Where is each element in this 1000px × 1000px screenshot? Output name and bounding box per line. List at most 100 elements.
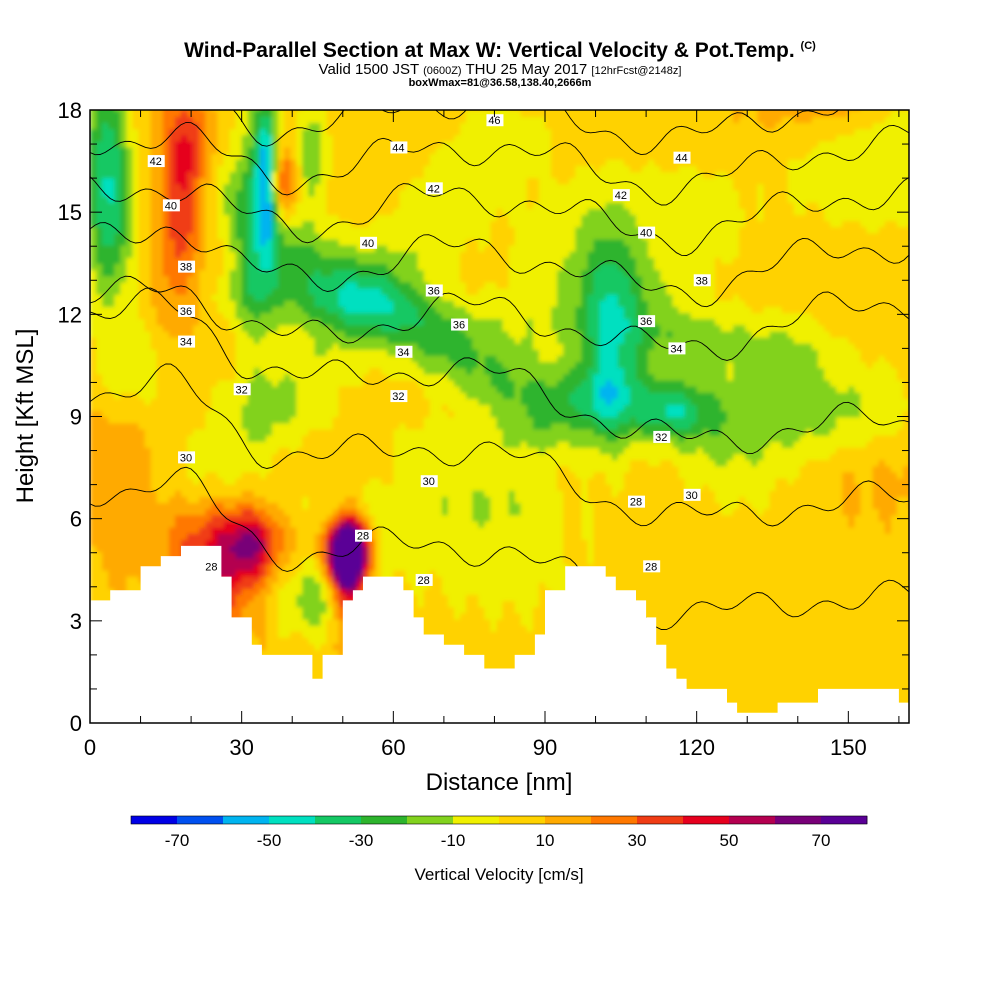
- velocity-cell: [162, 336, 170, 344]
- velocity-cell: [284, 533, 291, 540]
- velocity-cell: [338, 643, 346, 651]
- velocity-cell: [338, 318, 346, 326]
- velocity-cell: [247, 404, 255, 412]
- velocity-cell: [90, 594, 97, 602]
- velocity-cell: [199, 465, 207, 473]
- velocity-cell: [296, 594, 304, 602]
- velocity-cell: [241, 477, 249, 485]
- velocity-cell: [162, 159, 170, 166]
- velocity-cell: [223, 471, 231, 479]
- velocity-cell: [217, 379, 225, 387]
- velocity-cell: [211, 526, 219, 534]
- velocity-cell: [217, 287, 225, 295]
- velocity-cell: [278, 539, 285, 546]
- velocity-cell: [290, 269, 298, 277]
- velocity-cell: [338, 428, 346, 436]
- velocity-cell: [90, 257, 97, 264]
- velocity-cell: [363, 471, 370, 479]
- velocity-cell: [217, 398, 225, 405]
- velocity-cell: [174, 208, 182, 215]
- velocity-cell: [108, 336, 116, 344]
- velocity-cell: [290, 588, 298, 595]
- velocity-cell: [278, 159, 285, 166]
- velocity-cell: [241, 146, 249, 154]
- velocity-cell: [344, 152, 352, 160]
- velocity-cell: [253, 612, 261, 620]
- velocity-cell: [114, 545, 122, 553]
- velocity-cell: [344, 220, 352, 228]
- velocity-cell: [108, 410, 116, 418]
- velocity-cell: [211, 287, 219, 295]
- velocity-cell: [150, 232, 158, 240]
- velocity-cell: [375, 208, 382, 215]
- velocity-cell: [284, 624, 291, 632]
- velocity-cell: [247, 281, 255, 289]
- velocity-cell: [314, 342, 322, 350]
- velocity-cell: [350, 128, 358, 136]
- velocity-cell: [96, 582, 103, 589]
- velocity-cell: [193, 287, 200, 295]
- velocity-cell: [217, 208, 225, 215]
- velocity-cell: [217, 330, 225, 338]
- velocity-cell: [187, 177, 194, 185]
- velocity-cell: [229, 471, 237, 479]
- velocity-cell: [162, 361, 170, 369]
- velocity-cell: [120, 220, 128, 228]
- velocity-cell: [278, 447, 285, 455]
- velocity-cell: [144, 526, 152, 534]
- velocity-cell: [156, 373, 164, 381]
- velocity-cell: [284, 146, 291, 154]
- velocity-cell: [168, 545, 176, 553]
- velocity-cell: [247, 110, 255, 117]
- velocity-cell: [187, 502, 194, 510]
- velocity-cell: [235, 483, 243, 491]
- velocity-cell: [156, 557, 164, 565]
- velocity-cell: [308, 459, 316, 467]
- velocity-cell: [187, 300, 194, 307]
- velocity-cell: [375, 392, 382, 399]
- velocity-cell: [375, 342, 382, 350]
- velocity-cell: [375, 404, 382, 412]
- velocity-cell: [193, 110, 200, 117]
- velocity-cell: [138, 514, 146, 522]
- velocity-cell: [126, 263, 134, 271]
- velocity-cell: [259, 392, 267, 399]
- velocity-cell: [272, 624, 279, 632]
- velocity-cell: [187, 471, 194, 479]
- velocity-cell: [350, 287, 358, 295]
- velocity-cell: [108, 508, 116, 516]
- velocity-cell: [235, 349, 243, 356]
- velocity-cell: [247, 606, 255, 614]
- velocity-cell: [314, 238, 322, 246]
- velocity-cell: [235, 116, 243, 123]
- velocity-cell: [96, 416, 103, 424]
- velocity-cell: [272, 477, 279, 485]
- velocity-cell: [320, 287, 328, 295]
- velocity-cell: [114, 342, 122, 350]
- velocity-cell: [302, 361, 310, 369]
- velocity-cell: [126, 202, 134, 209]
- velocity-cell: [102, 244, 109, 252]
- velocity-cell: [344, 441, 352, 448]
- velocity-cell: [229, 238, 237, 246]
- velocity-cell: [138, 263, 146, 271]
- velocity-cell: [363, 159, 370, 166]
- velocity-cell: [272, 312, 279, 320]
- velocity-cell: [259, 312, 267, 320]
- velocity-cell: [253, 177, 261, 185]
- velocity-cell: [144, 281, 152, 289]
- velocity-cell: [229, 398, 237, 405]
- velocity-cell: [338, 214, 346, 222]
- velocity-cell: [356, 312, 364, 320]
- velocity-cell: [381, 177, 389, 185]
- velocity-cell: [320, 122, 328, 130]
- velocity-cell: [381, 447, 389, 455]
- velocity-cell: [284, 336, 291, 344]
- velocity-cell: [344, 202, 352, 209]
- velocity-cell: [363, 269, 370, 277]
- velocity-cell: [363, 251, 370, 258]
- velocity-cell: [375, 496, 382, 504]
- velocity-cell: [126, 422, 134, 430]
- velocity-cell: [296, 392, 304, 399]
- velocity-cell: [144, 422, 152, 430]
